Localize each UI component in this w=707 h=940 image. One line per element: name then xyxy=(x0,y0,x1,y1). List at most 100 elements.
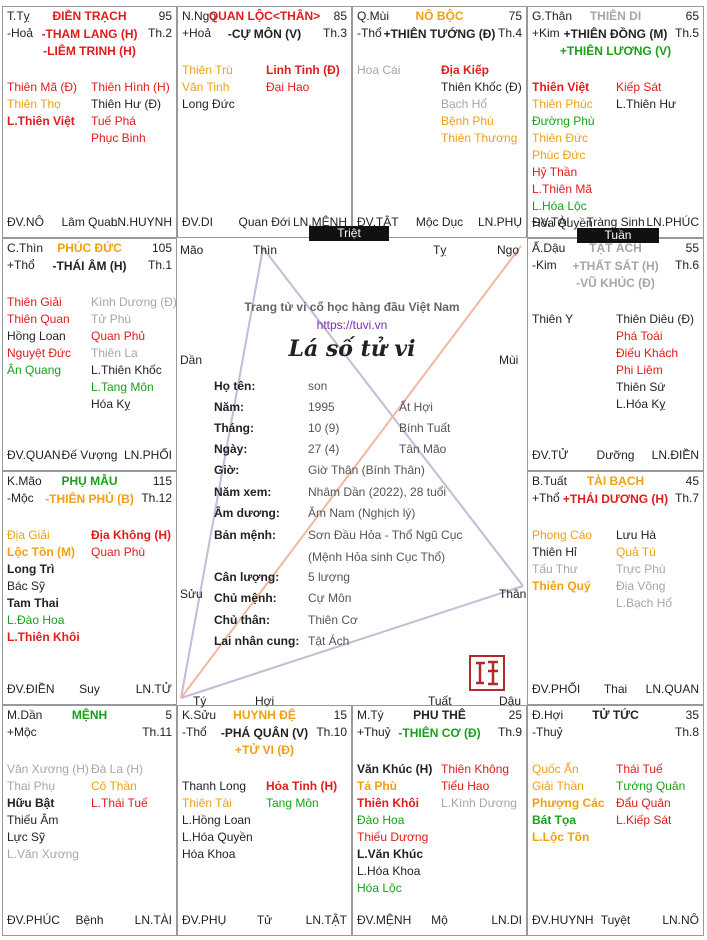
minor-star: Địa Kiếp xyxy=(441,63,490,77)
minor-star: L.Hồng Loan xyxy=(182,813,251,827)
minor-star: Phi Liêm xyxy=(616,363,663,377)
corner-dan: Dần xyxy=(180,353,203,367)
footer-stage: Dưỡng xyxy=(596,448,635,462)
palace-age: 35 xyxy=(685,708,699,722)
info-label: Họ tên: xyxy=(214,379,256,393)
minor-stars-left: Hoa Cái xyxy=(357,62,400,79)
minor-star: Địa Võng xyxy=(616,579,666,593)
center-panel: Mão Thìn Tỵ Ngọ Dần Mùi Sửu Thân Tý Hợi … xyxy=(177,238,527,708)
palace-month: Th.1 xyxy=(147,258,172,272)
palace-age: 75 xyxy=(508,9,522,23)
minor-star: Tiểu Hao xyxy=(441,779,490,793)
minor-star: Hóa Kỵ xyxy=(91,397,131,411)
palace-footer: ĐV.PHỤ Tử LN.TẬT xyxy=(182,913,347,929)
palace-hoi: Đ.Hợi -Thuỷ TỬ TỨC 35 Th.8 Quốc Ấn Giải Thần Ph… xyxy=(527,705,704,936)
palace-branch: K.Mão xyxy=(7,474,42,488)
minor-star: Thiên Quan xyxy=(7,312,70,326)
footer-stage: Quan Đới xyxy=(238,215,291,229)
palace-element: -Mộc xyxy=(7,491,34,505)
site-url[interactable]: https://tuvi.vn xyxy=(316,318,388,332)
minor-star: Văn Xương (H) xyxy=(7,762,89,776)
footer-ln: LN.TỬ xyxy=(135,682,172,696)
main-star: +THÁI DƯƠNG (H) xyxy=(562,492,669,506)
minor-star: Tuế Phá xyxy=(91,114,136,128)
minor-star: Kình Dương (Đ) xyxy=(91,295,177,309)
minor-stars-left: Thiên Việt Thiên Phúc Đường Phù Thiên Đức Ph… xyxy=(532,79,595,232)
info-value-2: Tân Mão xyxy=(399,442,447,456)
minor-star: Đường Phù xyxy=(532,114,595,128)
minor-star: Long Đức xyxy=(182,97,235,111)
minor-star: L.Thiên Khôi xyxy=(7,630,80,644)
footer-stage: Tuyệt xyxy=(600,913,631,927)
minor-star: Thiên Mã (Đ) xyxy=(7,80,78,94)
minor-star: Thiên Không xyxy=(441,762,510,776)
minor-star: Tấu Thư xyxy=(532,562,578,576)
palace-branch: N.Ngọ xyxy=(182,9,217,23)
palace-age: 15 xyxy=(333,708,347,722)
minor-star: Lộc Tồn (M) xyxy=(7,545,75,559)
minor-star: Thiên Đức xyxy=(532,131,589,145)
info-value: 5 lượng xyxy=(308,570,350,584)
minor-star: L.Bạch Hổ xyxy=(616,596,673,610)
info-value: Nhâm Dần (2022), 28 tuổi xyxy=(308,485,447,499)
corner-tuat: Tuất xyxy=(428,694,452,708)
minor-star: L.Thiên Hư xyxy=(616,97,677,111)
info-value: 1995 xyxy=(308,400,335,414)
minor-stars-left: Thiên Giải Thiên Quan Hồng Loan Nguyệt Đức Â… xyxy=(7,294,71,379)
minor-stars-right: Thái Tuế Tướng Quân Đẩu Quân L.Kiếp Sát xyxy=(616,761,685,829)
footer-stage: Tử xyxy=(256,913,273,927)
info-label: Năm xem: xyxy=(214,485,272,499)
palace-branch: T.Tỵ xyxy=(7,9,30,23)
minor-star: Thiên Hỉ xyxy=(532,545,577,559)
triet-label: Triệt xyxy=(309,226,389,241)
main-stars: -THÁI ÂM (H) xyxy=(3,258,176,275)
palace-name: THIÊN DI xyxy=(589,9,642,23)
palace-ty2: M.Tý +Thuỷ PHU THÊ 25 Th.9 -THIÊN CƠ (Đ) Văn K… xyxy=(352,705,527,936)
palace-footer: ĐV.NÔ Lâm Quan LN.HUYNH xyxy=(7,215,172,231)
minor-star: L.Lộc Tồn xyxy=(532,830,590,844)
minor-star: Bát Tọa xyxy=(532,813,577,827)
main-stars: +THẤT SÁT (H) -VŨ KHÚC (Đ) xyxy=(528,258,703,292)
minor-star: Phá Toái xyxy=(616,329,663,343)
main-star: -THIÊN PHỦ (B) xyxy=(45,492,134,506)
seal-logo xyxy=(469,655,505,691)
palace-age: 45 xyxy=(685,474,699,488)
minor-star: Hóa Quyền xyxy=(532,216,593,230)
minor-star: Phong Cáo xyxy=(532,528,593,542)
palace-age: 5 xyxy=(165,708,172,722)
footer-dv: ĐV.TÀI xyxy=(532,215,570,229)
corner-ty: Tỵ xyxy=(433,243,447,257)
palace-footer: ĐV.ĐIỀN Suy LN.TỬ xyxy=(7,682,172,698)
minor-star: L.Văn Khúc xyxy=(357,847,424,861)
main-star: +TỬ VI (Đ) xyxy=(235,743,294,757)
minor-star: Tả Phù xyxy=(357,779,398,793)
palace-footer: ĐV.PHÚC Bệnh LN.TÀI xyxy=(7,913,172,929)
palace-name: ĐIỀN TRẠCH xyxy=(52,9,127,23)
minor-star: Hồng Loan xyxy=(7,329,66,343)
footer-ln: LN.TẬT xyxy=(305,913,347,927)
chart-board: T.Tỵ -Hoả ĐIỀN TRẠCH 95 Th.2 -THAM LANG (H) -L… xyxy=(2,6,704,936)
main-stars: +THIÊN TƯỚNG (Đ) xyxy=(353,26,526,43)
info-value: son xyxy=(308,379,328,393)
minor-star: L.Thiên Khốc xyxy=(91,363,162,377)
palace-footer: ĐV.TỬ Dưỡng LN.ĐIỀN xyxy=(532,448,699,464)
info-label: Lai nhân cung: xyxy=(214,634,300,648)
minor-star: Địa Giải xyxy=(7,528,50,542)
palace-month: Th.4 xyxy=(497,26,522,40)
palace-name: PHU THÊ xyxy=(413,708,466,722)
palace-element: -Thuỷ xyxy=(532,725,563,739)
minor-stars-left: Văn Xương (H) Thai Phụ Hữu Bật Thiếu Âm Lực … xyxy=(7,761,89,863)
info-label: Chủ mệnh: xyxy=(214,591,277,605)
palace-element: -Hoả xyxy=(7,26,34,40)
palace-branch: G.Thân xyxy=(532,9,573,23)
minor-star: Linh Tinh (Đ) xyxy=(266,63,340,77)
minor-star: Địa Không (H) xyxy=(91,528,171,542)
minor-star: Thiên Sứ xyxy=(616,380,666,394)
minor-stars-left: Thanh Long Thiên Tài L.Hồng Loan L.Hóa Quyề… xyxy=(182,778,253,863)
minor-star: Bạch Hổ xyxy=(441,97,488,111)
minor-star: Thiên La xyxy=(91,346,138,360)
minor-star: Thiên Việt xyxy=(532,80,590,94)
footer-ln: LN.PHÚC xyxy=(646,215,699,229)
minor-star: Tam Thai xyxy=(7,596,59,610)
minor-star: Thai Phụ xyxy=(7,779,56,793)
